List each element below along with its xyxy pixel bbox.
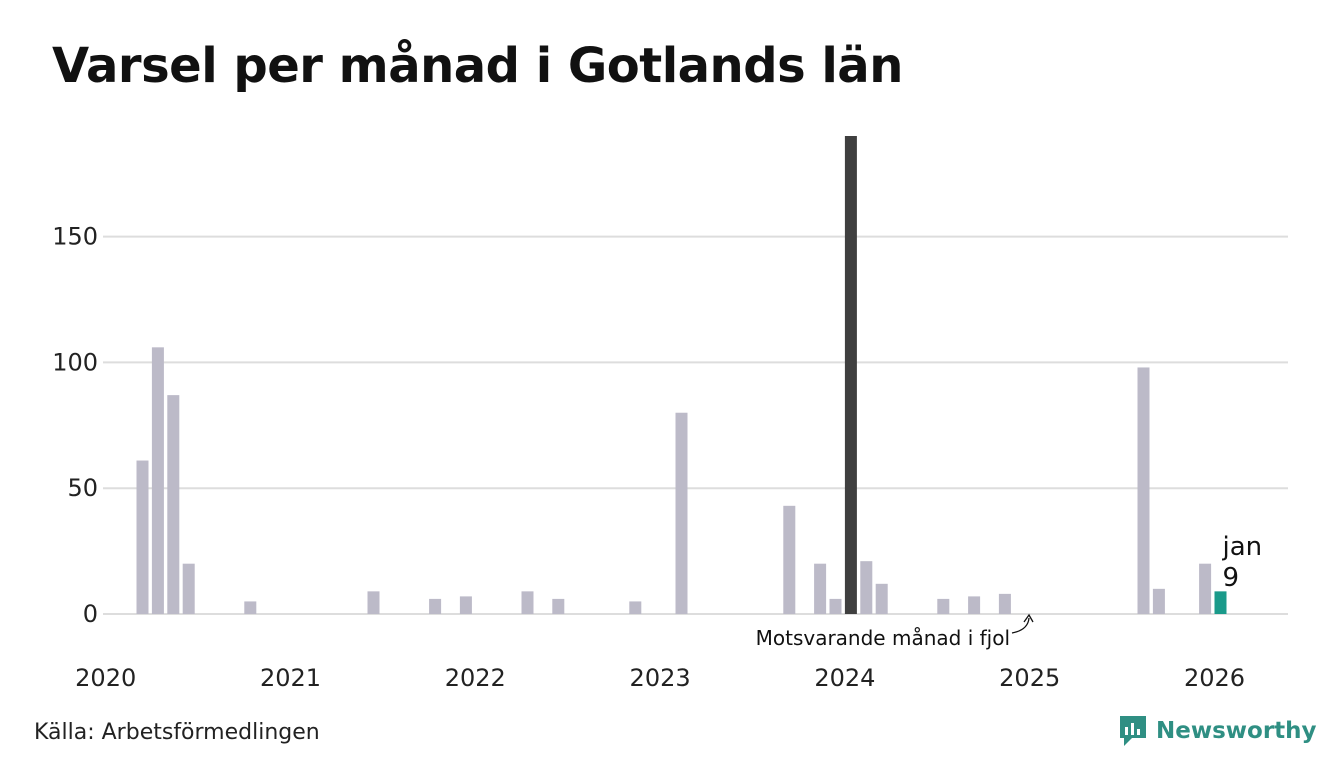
bar-2024-11 — [998, 593, 1011, 614]
bar-2023-11 — [814, 563, 827, 614]
bar-2021-10 — [429, 598, 442, 614]
current-value-label: 9 — [1223, 563, 1240, 593]
bar-2023-02 — [675, 412, 688, 614]
x-tick-label: 2020 — [75, 664, 136, 692]
x-tick-label: 2021 — [260, 664, 321, 692]
bar-2022-04 — [521, 591, 534, 614]
brand-name: Newsworthy — [1156, 718, 1317, 744]
bar-2024-09 — [968, 596, 981, 614]
y-tick-label: 50 — [67, 474, 98, 502]
y-tick-label: 100 — [52, 348, 98, 376]
x-tick-label: 2022 — [445, 664, 506, 692]
bar-2023-12 — [829, 598, 842, 614]
bar-2020-05 — [167, 395, 180, 614]
x-tick-label: 2024 — [814, 664, 875, 692]
bar-2020-10 — [244, 601, 257, 614]
y-tick-label: 150 — [52, 223, 98, 251]
bar-2020-04 — [151, 347, 164, 614]
chart-title: Varsel per månad i Gotlands län — [52, 38, 903, 94]
bar-2025-09 — [1152, 588, 1165, 614]
bar-2021-06 — [367, 591, 380, 614]
x-tick-label: 2025 — [999, 664, 1060, 692]
newsworthy-logo-icon — [1120, 716, 1146, 746]
annotation-arrow-line — [1011, 617, 1030, 634]
bar-2026-01 — [1214, 591, 1227, 614]
bar-2024-03 — [875, 583, 888, 614]
annotation-arrow-head — [1023, 613, 1034, 623]
brand-logo: Newsworthy — [1118, 714, 1317, 748]
source-note: Källa: Arbetsförmedlingen — [34, 720, 320, 745]
x-tick-label: 2023 — [630, 664, 691, 692]
bar-2020-06 — [182, 563, 195, 614]
bar-2024-01 — [844, 136, 857, 614]
y-tick-label: 0 — [83, 600, 98, 628]
bar-2023-09 — [783, 505, 796, 614]
bar-2021-12 — [459, 596, 472, 614]
bar-2025-08 — [1137, 367, 1150, 614]
current-month-label: jan — [1222, 532, 1263, 562]
bar-2022-06 — [552, 598, 565, 614]
bar-2025-12 — [1199, 563, 1212, 614]
last-year-annotation: Motsvarande månad i fjol — [756, 626, 1010, 650]
x-tick-label: 2026 — [1184, 664, 1245, 692]
bar-2020-03 — [136, 460, 149, 614]
bar-2024-02 — [860, 561, 873, 614]
bar-2022-11 — [629, 601, 642, 614]
bar-2024-07 — [937, 598, 950, 614]
